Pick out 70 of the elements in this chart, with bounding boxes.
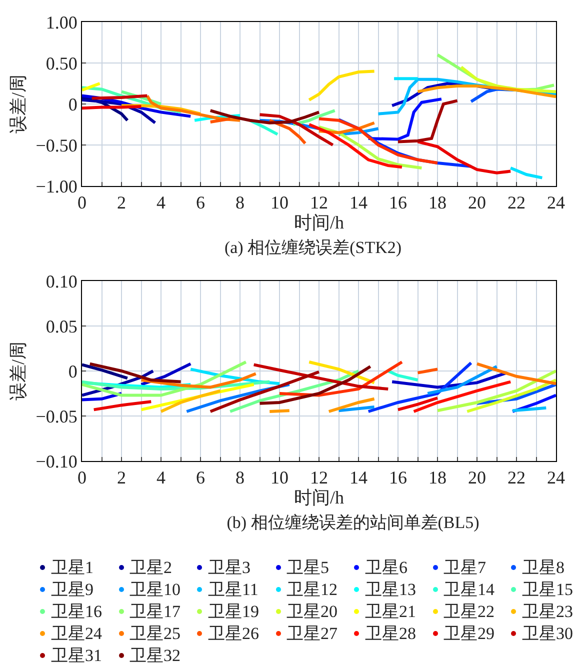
x-tick-label: 16 [389,192,407,213]
x-tick-label: 12 [310,192,328,213]
x-tick-label: 20 [468,192,486,213]
y-axis-title: 误差/周 [8,341,28,401]
y-tick-label: −1.00 [36,176,78,196]
x-tick-label: 20 [468,468,486,488]
legend-label: 卫星20 [286,600,338,622]
legend-label: 卫星28 [365,622,416,644]
text: (b) 相位缠绕误差的站间单差(BL5) [226,512,480,534]
y-tick-label: 0.10 [46,271,78,292]
y-axis-title: 误差/周 [8,74,28,134]
legend-label: 卫星32 [130,644,180,666]
x-tick-label: 18 [428,192,446,213]
y-tick-label: −0.10 [36,451,78,472]
x-tick-label: 24 [547,468,565,488]
x-tick-label: 2 [117,192,126,213]
x-axis-title: 时间/h [294,212,344,233]
y-tick-label: 0.50 [46,53,78,74]
y-tick-label: 0.05 [46,316,78,336]
y-tick-label: 0 [68,94,78,114]
legend-label: 卫星27 [286,622,338,644]
x-tick-label: 24 [547,192,565,213]
legend-label: 卫星11 [208,578,258,600]
legend-label: 卫星12 [286,578,338,600]
y-tick-label: 0 [68,361,78,382]
legend-label: 卫星3 [208,556,250,578]
x-tick-label: 14 [350,192,368,213]
x-tick-label: 4 [156,468,166,488]
legend-label: 卫星6 [365,556,408,578]
legend-label: 卫星5 [286,556,329,578]
legend-label: 卫星25 [130,622,180,644]
x-tick-label: 12 [310,468,328,488]
legend-label: 卫星13 [365,578,416,600]
legend-label: 卫星30 [522,622,573,644]
x-tick-label: 18 [428,468,446,488]
legend-label: 卫星17 [130,600,180,622]
legend-label: 卫星10 [130,578,180,600]
legend-label: 卫星16 [51,600,102,622]
legend-label: 卫星7 [444,556,486,578]
legend-label: 卫星9 [51,578,94,600]
x-tick-label: 22 [508,192,526,213]
legend-label: 卫星29 [444,622,494,644]
legend-label: 卫星23 [522,600,573,622]
legend-label: 卫星26 [208,622,259,644]
legend-label: 卫星2 [130,556,172,578]
x-tick-label: 2 [117,468,126,488]
x-tick-label: 8 [236,192,244,213]
legend-label: 卫星22 [444,600,494,622]
legend-label: 卫星24 [51,622,102,644]
y-tick-label: −0.50 [36,135,78,156]
x-tick-label: 6 [196,468,205,488]
legend-label: 卫星19 [208,600,259,622]
x-tick-label: 14 [350,468,368,488]
x-axis-title: 时间/h [294,488,344,508]
y-tick-label: −0.05 [36,406,78,426]
legend-label: 卫星1 [51,556,94,578]
x-tick-label: 6 [196,192,205,213]
x-tick-label: 10 [270,192,288,213]
x-tick-label: 22 [508,468,526,488]
x-tick-label: 16 [389,468,407,488]
legend-label: 卫星14 [444,578,494,600]
text: (a) 相位缠绕误差(STK2) [223,237,403,259]
legend-label: 卫星31 [51,644,102,666]
legend-label: 卫星15 [522,578,573,600]
x-tick-label: 10 [270,468,288,488]
x-tick-label: 4 [156,192,166,213]
legend-label: 卫星21 [365,600,416,622]
y-tick-label: 1.00 [46,12,78,32]
x-tick-label: 8 [236,468,244,488]
legend-label: 卫星8 [522,556,564,578]
